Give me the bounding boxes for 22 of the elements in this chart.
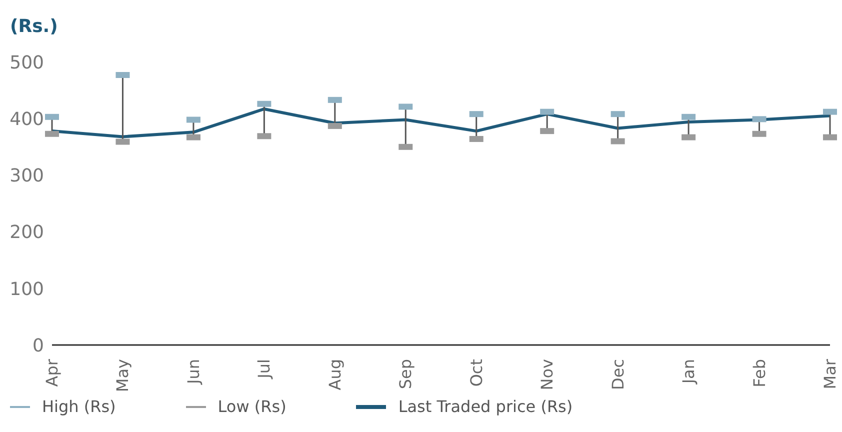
x-tick-label: Jul [254,359,274,380]
legend-label: Low (Rs) [218,397,286,416]
x-tick-label: Jun [184,359,203,385]
x-tick-label: Apr [42,358,62,387]
y-tick-label: 300 [10,166,44,187]
y-tick-label: 0 [32,335,44,356]
legend-label: Last Traded price (Rs) [398,397,573,416]
x-tick-label: Aug [325,359,344,390]
x-tick-label: Dec [608,359,628,390]
x-tick-label: Mar [820,358,840,390]
y-tick-label: 100 [10,278,44,300]
y-axis-title: (Rs.) [10,16,58,37]
x-tick-label: Sep [396,359,416,390]
x-tick-label: Oct [466,359,486,387]
y-tick-label: 400 [10,108,44,130]
legend-label: High (Rs) [42,397,116,416]
x-tick-label: Feb [750,359,769,388]
y-tick-label: 500 [10,52,44,74]
y-tick-label: 200 [10,222,44,244]
x-tick-label: May [113,359,132,392]
x-tick-label: Jan [679,359,698,385]
x-tick-label: Nov [538,359,557,390]
